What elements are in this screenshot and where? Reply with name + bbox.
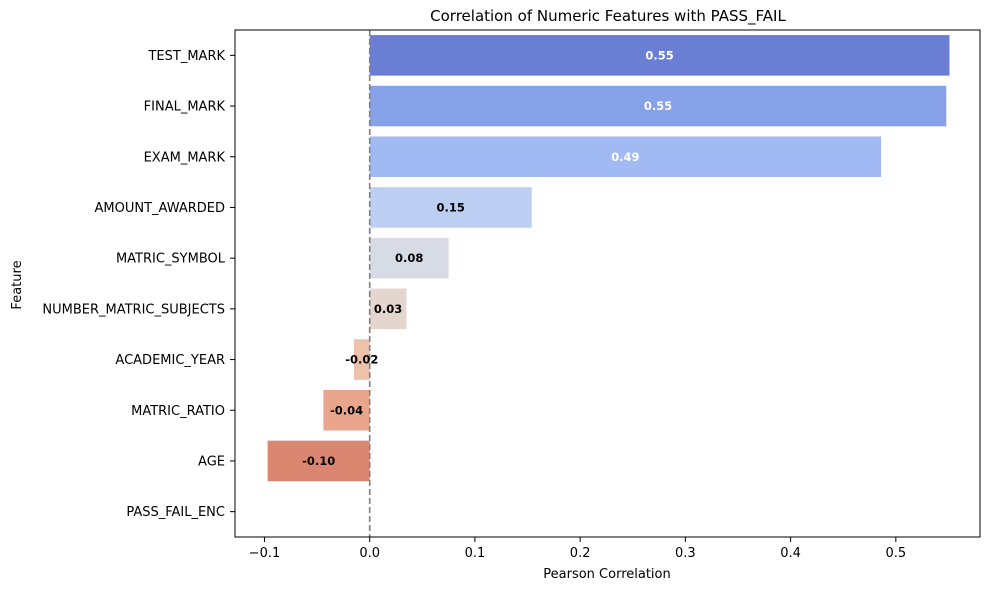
y-tick-label-pass-fail-enc: PASS_FAIL_ENC [126,505,225,520]
x-tick-label: 0.3 [675,546,696,561]
bars-layer [267,35,950,482]
y-axis-label: Feature [10,260,25,309]
data-label-test-mark: 0.55 [645,48,673,62]
chart-title: Correlation of Numeric Features with PAS… [430,7,786,26]
data-label-matric-symbol: 0.08 [395,251,423,265]
bar-amount-awarded [369,187,532,228]
bar-exam-mark [369,136,882,178]
x-tick-label: 0.4 [780,546,801,561]
y-tick-label-amount-awarded: AMOUNT_AWARDED [94,201,225,216]
plot-frame [234,29,981,538]
y-tick-label-number-matric-subjects: NUMBER_MATRIC_SUBJECTS [42,302,225,317]
bar-academic-year [353,339,370,380]
data-label-number-matric-subjects: 0.03 [374,302,402,316]
bar-test-mark [369,35,950,76]
data-label-academic-year: -0.02 [345,353,378,367]
data-label-final-mark: 0.55 [644,99,672,113]
bar-labels-layer: 0.55 0.55 0.49 0.15 0.08 0.03 -0.02 -0.04 -0.10 [302,48,674,468]
x-tick-label: 0.1 [465,546,486,561]
data-label-exam-mark: 0.49 [611,150,639,164]
y-tick-label-exam-mark: EXAM_MARK [144,150,226,165]
data-label-age: -0.10 [302,454,335,468]
data-label-amount-awarded: 0.15 [437,200,465,214]
bar-matric-symbol [369,237,449,279]
y-tick-label-academic-year: ACADEMIC_YEAR [115,353,225,368]
y-tick-label-final-mark: FINAL_MARK [144,100,226,115]
data-label-matric-ratio: -0.04 [330,403,363,417]
x-tick-label: −0.1 [249,546,281,561]
x-axis-label: Pearson Correlation [543,567,670,582]
y-tick-label-test-mark: TEST_MARK [147,49,225,64]
bar-matric-ratio [323,389,370,431]
x-tick-label: 0.2 [570,546,591,561]
y-tick-label-matric-ratio: MATRIC_RATIO [131,404,225,419]
y-tick-label-matric-symbol: MATRIC_SYMBOL [116,252,226,267]
bar-final-mark [369,85,947,127]
x-tick-label: 0.0 [359,546,380,561]
y-axis-ticks: TEST_MARK FINAL_MARK EXAM_MARK AMOUNT_AWARD… [42,49,235,520]
bar-age [267,440,370,482]
x-axis-ticks: −0.1 0.0 0.1 0.2 0.3 0.4 0.5 [249,537,906,561]
bar-number-matric-subjects [369,288,407,330]
y-tick-label-age: AGE [198,454,225,469]
x-tick-label: 0.5 [885,546,906,561]
